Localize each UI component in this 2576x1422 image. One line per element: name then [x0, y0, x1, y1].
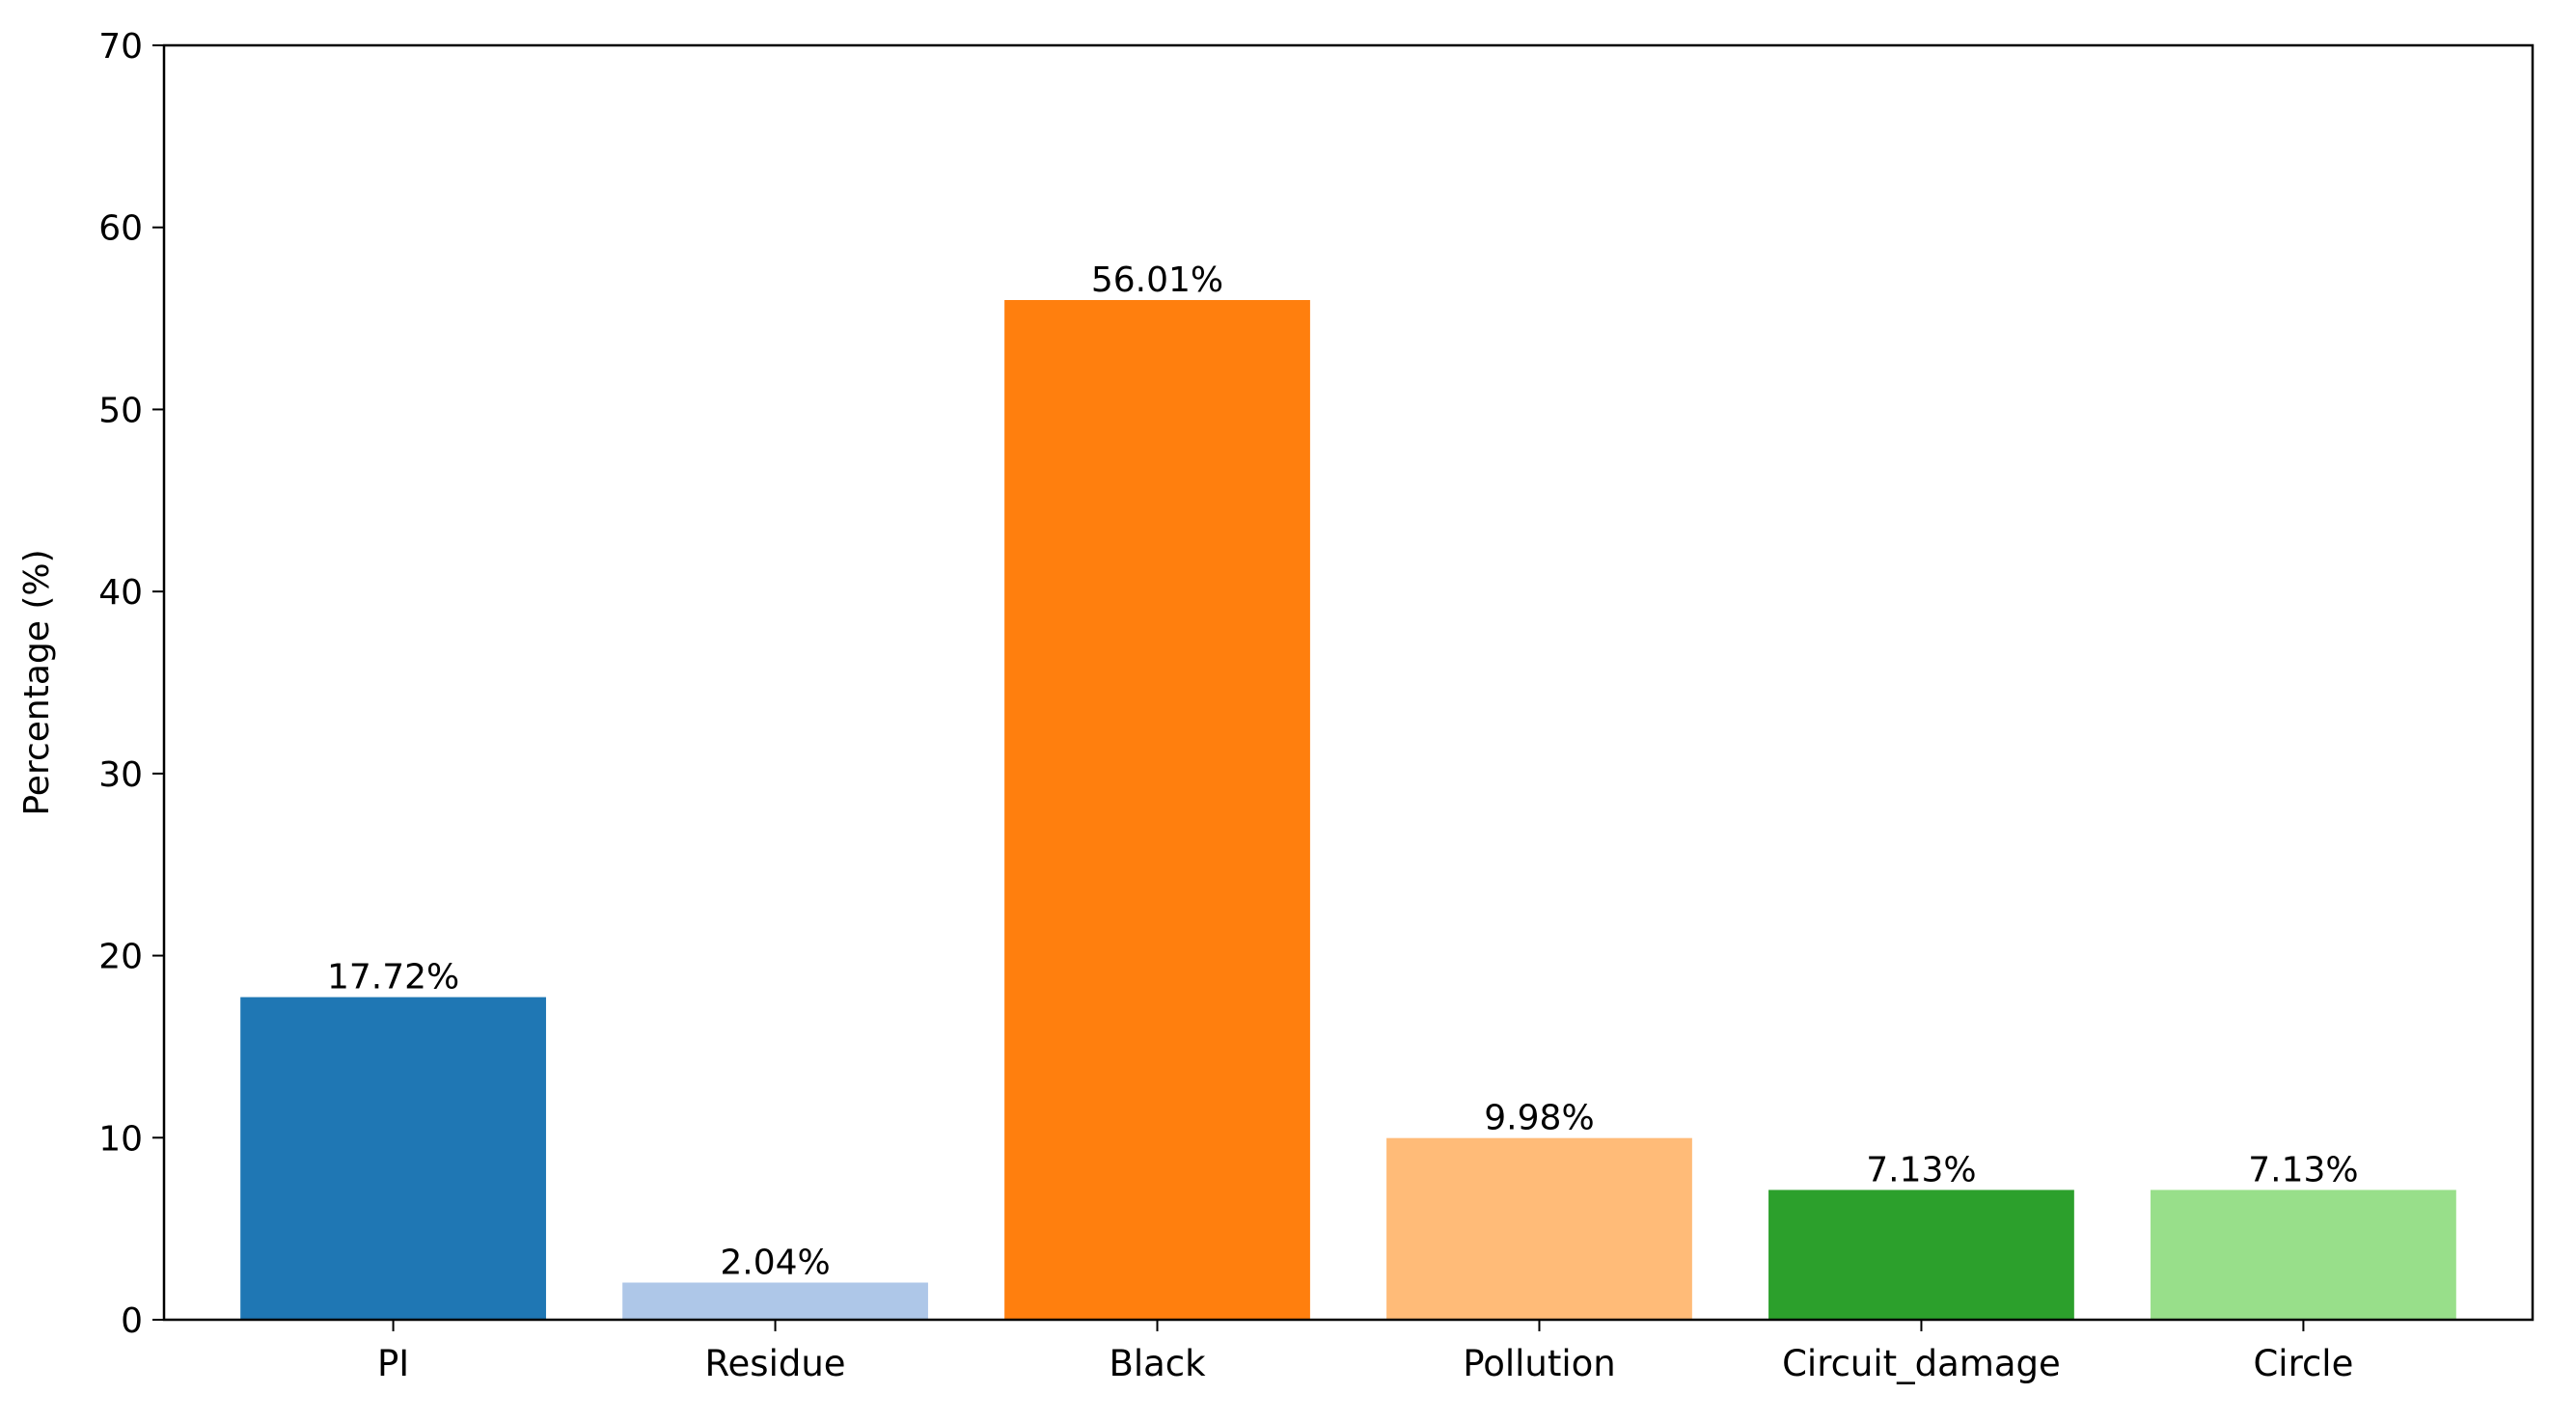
bar-residue [622, 1282, 928, 1320]
bars-layer [240, 300, 2456, 1321]
bar-circle [2151, 1190, 2456, 1320]
y-tick-label: 50 [98, 391, 143, 430]
x-tick-label: PI [377, 1343, 409, 1384]
y-axis: 0 10 20 30 40 50 60 70 [98, 27, 164, 1341]
data-label: 7.13% [2248, 1150, 2358, 1190]
data-label: 56.01% [1091, 260, 1223, 300]
x-axis: PI Residue Black Pollution Circuit_damage Cir… [377, 1320, 2353, 1384]
y-tick-label: 70 [98, 27, 143, 67]
data-labels-layer: 17.72% 2.04% 56.01% 9.98% 7.13% 7.13% [327, 260, 2359, 1282]
data-label: 9.98% [1484, 1099, 1594, 1138]
y-tick-label: 0 [121, 1301, 143, 1341]
x-tick-label: Black [1109, 1343, 1206, 1384]
y-tick-label: 20 [98, 938, 143, 977]
x-tick-label: Circle [2253, 1343, 2353, 1384]
y-tick-label: 10 [98, 1119, 143, 1159]
y-axis-label: Percentage (%) [17, 549, 57, 815]
bar-pi [240, 997, 546, 1320]
data-label: 17.72% [327, 958, 459, 998]
data-label: 2.04% [720, 1244, 830, 1283]
y-tick-label: 60 [98, 209, 143, 249]
bar-pollution [1386, 1137, 1692, 1320]
plot-frame [162, 43, 2535, 1322]
y-tick-label: 40 [98, 573, 143, 613]
bar-circuit-damage [1768, 1190, 2074, 1320]
bar-black [1004, 300, 1310, 1321]
y-tick-label: 30 [98, 755, 143, 795]
x-tick-label: Residue [705, 1343, 846, 1384]
data-label: 7.13% [1866, 1150, 1976, 1190]
x-tick-label: Circuit_damage [1782, 1343, 2061, 1384]
x-tick-label: Pollution [1463, 1343, 1616, 1384]
